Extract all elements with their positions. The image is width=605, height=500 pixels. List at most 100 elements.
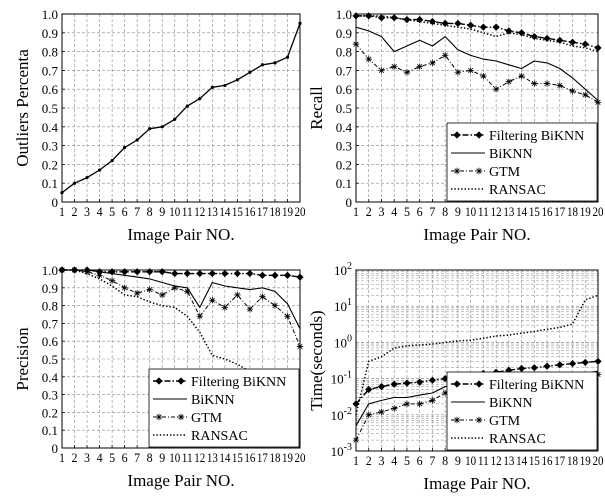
data-point	[352, 436, 360, 444]
x-tick-label: 7	[134, 204, 140, 219]
data-point	[505, 78, 513, 85]
y-tick-label: 0.4	[336, 120, 353, 135]
data-point	[352, 40, 360, 48]
data-point	[208, 269, 216, 278]
x-tick-label: 19	[282, 450, 293, 465]
data-point	[133, 268, 141, 276]
x-tick-label: 7	[134, 450, 140, 465]
data-point	[159, 291, 166, 299]
data-point	[121, 268, 129, 276]
data-point	[83, 268, 91, 275]
x-tick-label: 16	[244, 450, 255, 465]
x-tick-label: 18	[269, 204, 280, 219]
data-point	[183, 269, 191, 278]
data-point	[108, 277, 116, 284]
x-tick-label: 13	[207, 450, 218, 465]
legend-marker	[177, 377, 185, 385]
x-tick-label: 11	[182, 450, 193, 465]
y-tick-label: 10-3	[331, 442, 352, 459]
y-tick-label: 0.6	[336, 82, 353, 97]
data-point	[72, 181, 77, 185]
data-point	[517, 364, 526, 373]
x-tick-label: 10	[465, 453, 476, 468]
x-tick-label: 16	[542, 204, 553, 219]
data-point	[530, 32, 538, 41]
x-tick-label: 14	[219, 204, 230, 219]
y-tick-label: 0	[52, 195, 59, 210]
y-tick-label: 0.4	[42, 120, 59, 135]
series-line	[62, 269, 301, 347]
data-point	[492, 23, 500, 31]
data-point	[223, 83, 227, 88]
x-tick-label: 2	[72, 204, 78, 219]
data-point	[568, 38, 577, 46]
data-point	[479, 23, 487, 31]
data-point	[467, 67, 474, 74]
data-point	[530, 364, 538, 372]
x-tick-label: 19	[580, 204, 591, 219]
data-point	[480, 72, 487, 80]
data-point	[148, 127, 152, 131]
y-tick-label: 10-2	[331, 406, 352, 423]
y-tick-label: 0.1	[42, 423, 58, 438]
data-point	[543, 34, 551, 43]
x-tick-label: 1	[59, 450, 65, 465]
x-tick-label: 17	[554, 204, 565, 219]
x-tick-label: 12	[491, 453, 502, 468]
y-tick-label: 0.5	[42, 352, 58, 367]
data-point	[173, 117, 177, 121]
x-tick-label: 14	[516, 204, 527, 219]
data-point	[221, 304, 229, 311]
data-point	[531, 80, 538, 87]
data-point	[594, 357, 602, 365]
legend-marker	[453, 416, 461, 424]
y-tick-label: 0.9	[42, 26, 58, 41]
y-tick-label: 0.5	[336, 101, 352, 116]
data-point	[505, 27, 513, 35]
data-point	[568, 359, 577, 368]
data-point	[429, 59, 436, 67]
data-point	[171, 284, 178, 291]
x-tick-label: 15	[232, 450, 243, 465]
x-tick-label: 9	[455, 204, 461, 219]
data-point	[518, 72, 525, 80]
y-tick-label: 102	[334, 261, 352, 278]
data-point	[492, 86, 500, 93]
y-tick-label: 101	[334, 297, 352, 314]
data-point	[160, 125, 164, 129]
data-point	[260, 63, 265, 67]
y-axis-title: Recall	[307, 86, 326, 130]
data-point	[403, 379, 411, 387]
legend-box	[446, 122, 598, 202]
x-tick-label: 15	[529, 453, 540, 468]
legend-marker	[475, 167, 483, 175]
y-axis-title: Outliers Percenta	[13, 49, 32, 167]
legend-marker	[453, 167, 461, 175]
x-tick-label: 2	[72, 450, 78, 465]
data-point	[441, 19, 449, 27]
data-point	[365, 411, 372, 418]
x-tick-label: 20	[593, 204, 604, 219]
y-tick-label: 0.1	[336, 176, 352, 191]
legend-marker	[155, 377, 163, 385]
data-point	[133, 289, 141, 297]
data-point	[284, 313, 291, 320]
x-tick-label: 18	[567, 204, 578, 219]
x-axis-title: Image Pair NO.	[423, 474, 530, 493]
data-point	[158, 268, 166, 276]
x-tick-label: 4	[97, 450, 103, 465]
x-tick-label: 19	[580, 453, 591, 468]
data-point	[594, 44, 602, 52]
x-tick-label: 12	[194, 204, 205, 219]
data-point	[110, 159, 114, 163]
y-tick-label: 0	[52, 441, 59, 456]
data-point	[581, 358, 589, 367]
legend-label: BiKNN	[489, 396, 533, 411]
x-tick-label: 3	[378, 204, 384, 219]
y-tick-label: 1.0	[42, 263, 58, 278]
data-point	[171, 269, 179, 278]
x-tick-label: 9	[455, 453, 461, 468]
y-tick-label: 100	[334, 333, 352, 350]
x-tick-label: 15	[529, 204, 540, 219]
data-point	[198, 97, 202, 101]
